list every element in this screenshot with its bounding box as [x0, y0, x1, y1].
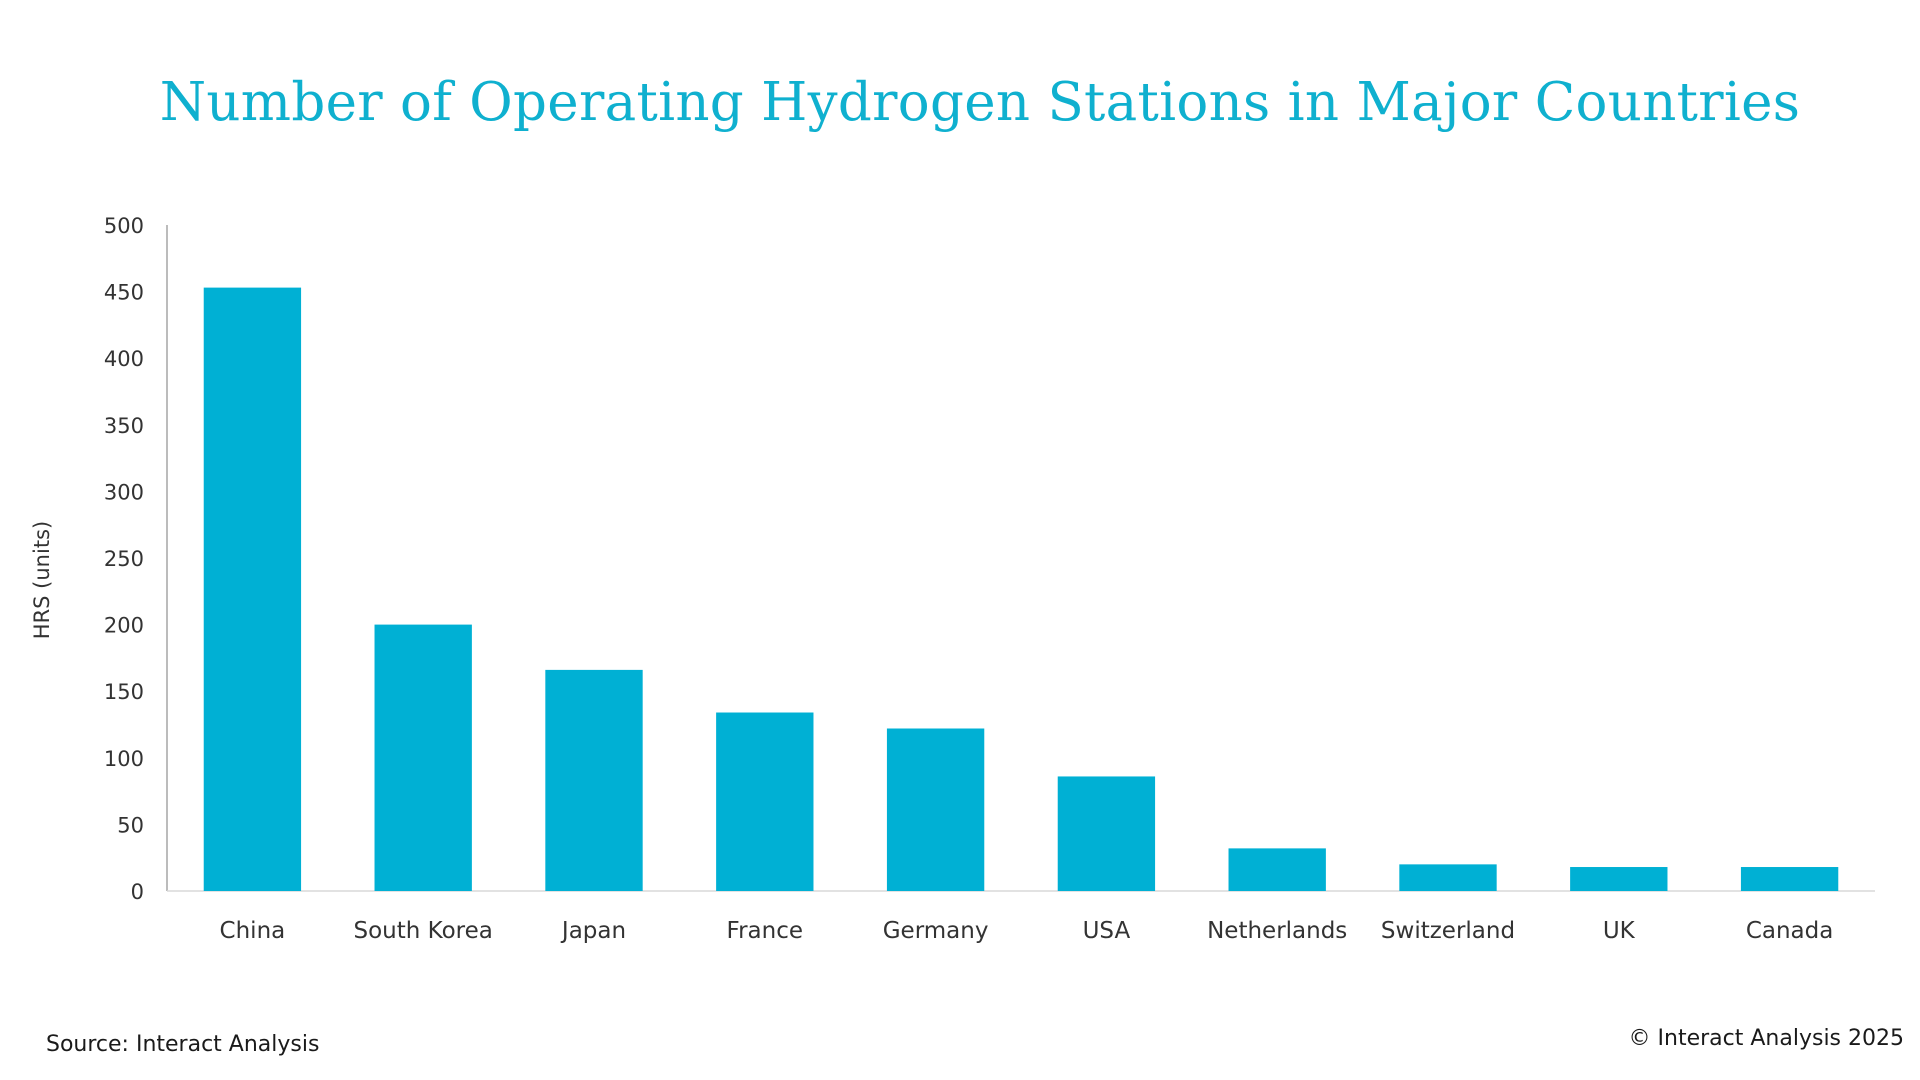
x-tick-label: France [727, 918, 803, 944]
x-axis: China South Korea Japan France Germany USA Net… [167, 890, 1875, 944]
bar [1399, 864, 1497, 891]
y-tick-label: 500 [104, 214, 144, 238]
bar [374, 624, 472, 891]
x-tick-label: Japan [560, 918, 626, 944]
x-tick-label: South Korea [354, 918, 493, 944]
x-tick-label: China [220, 918, 286, 944]
bar [203, 287, 302, 891]
bars [203, 287, 1839, 891]
x-tick-label: USA [1083, 918, 1131, 944]
y-axis: 0 50 100 150 200 250 300 350 400 450 500 [104, 214, 168, 904]
bar [1057, 776, 1156, 891]
x-tick-label: Canada [1746, 918, 1834, 944]
y-tick-label: 300 [104, 480, 144, 504]
y-tick-label: 350 [104, 414, 144, 438]
bar [1740, 867, 1839, 891]
chart-title: Number of Operating Hydrogen Stations in… [159, 72, 1801, 133]
x-tick-label: Germany [883, 918, 989, 944]
y-tick-label: 250 [104, 547, 144, 571]
y-tick-label: 50 [117, 813, 144, 837]
y-tick-label: 150 [104, 680, 144, 704]
y-tick-label: 200 [104, 614, 144, 638]
bar [886, 728, 985, 891]
x-tick-label: Netherlands [1207, 918, 1347, 944]
copyright-note: © Interact Analysis 2025 [1628, 1026, 1904, 1051]
y-axis-title: HRS (units) [30, 521, 54, 639]
bar [1570, 867, 1668, 891]
y-tick-label: 450 [104, 281, 144, 305]
bar [716, 712, 814, 891]
x-tick-label: Switzerland [1381, 918, 1515, 944]
y-tick-label: 400 [104, 347, 144, 371]
y-tick-label: 100 [104, 747, 144, 771]
bar [545, 669, 643, 891]
x-tick-label: UK [1603, 918, 1636, 944]
y-tick-label: 0 [131, 880, 144, 904]
bar [1228, 848, 1326, 891]
source-note: Source: Interact Analysis [46, 1032, 320, 1057]
